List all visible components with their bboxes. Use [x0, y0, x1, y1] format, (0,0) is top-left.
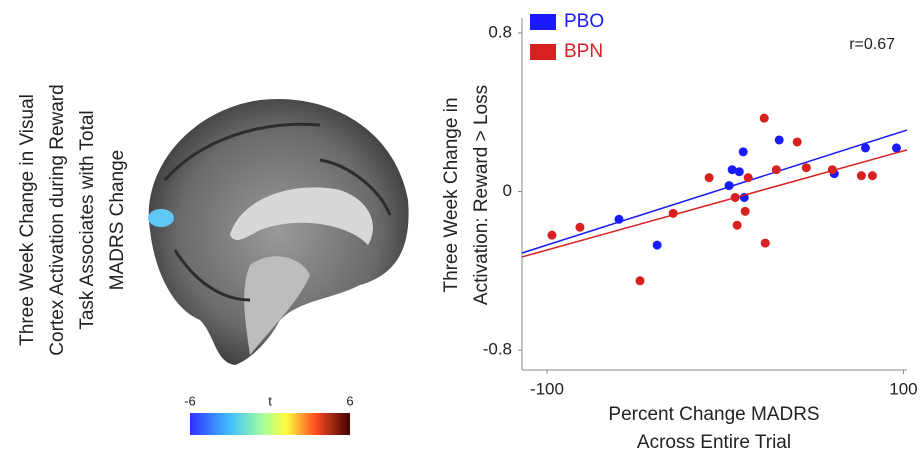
legend-label: PBO	[564, 11, 604, 32]
legend-swatch	[530, 14, 556, 30]
y-tick-label: -0.8	[483, 340, 512, 359]
point	[705, 173, 714, 182]
y-tick-label: 0.8	[488, 22, 512, 41]
point	[739, 147, 748, 156]
point	[725, 181, 734, 190]
point	[733, 221, 742, 230]
point	[575, 223, 584, 232]
point	[760, 114, 769, 123]
x-tick-label: 100	[889, 379, 917, 398]
point	[735, 167, 744, 176]
brain-image	[148, 99, 409, 365]
point	[761, 239, 770, 248]
point	[868, 171, 877, 180]
fit-line	[522, 150, 907, 257]
page: {"figure_panel": {"title_lines": ["Three…	[0, 0, 922, 462]
colorbar-label: t	[268, 393, 272, 408]
y-axis-label: Activation: Reward > Loss	[471, 85, 492, 305]
x-axis-label: Across Entire Trial	[637, 432, 791, 453]
point	[635, 276, 644, 285]
legend-swatch	[530, 44, 556, 60]
point	[731, 193, 740, 202]
point	[614, 215, 623, 224]
point	[828, 165, 837, 174]
colorbar-tick-label: 6	[346, 393, 353, 408]
colorbar-tick-label: -6	[184, 393, 196, 408]
point	[547, 231, 556, 240]
point	[793, 137, 802, 146]
y-axis-label: Three Week Change in	[441, 97, 462, 292]
panel-title: Task Associates with Total	[77, 110, 98, 329]
point	[775, 135, 784, 144]
point	[857, 171, 866, 180]
point	[744, 173, 753, 182]
point	[802, 163, 811, 172]
point	[669, 209, 678, 218]
point	[892, 143, 901, 152]
point	[861, 143, 870, 152]
legend-label: BPN	[564, 41, 603, 62]
point	[772, 165, 781, 174]
x-axis-label: Percent Change MADRS	[608, 404, 819, 425]
annotation: r=0.67	[849, 36, 895, 53]
point	[741, 207, 750, 216]
colorbar	[190, 413, 350, 435]
point	[653, 241, 662, 250]
panel-title: Three Week Change in Visual	[17, 94, 38, 346]
panel-title: Cortex Activation during Reward	[47, 84, 68, 355]
fit-line	[522, 130, 907, 253]
figure: Three Week Change in Visual Cortex Activa…	[0, 0, 922, 462]
panel-title: MADRS Change	[107, 150, 128, 290]
x-tick-label: -100	[530, 379, 564, 398]
y-tick-label: 0	[503, 181, 512, 200]
